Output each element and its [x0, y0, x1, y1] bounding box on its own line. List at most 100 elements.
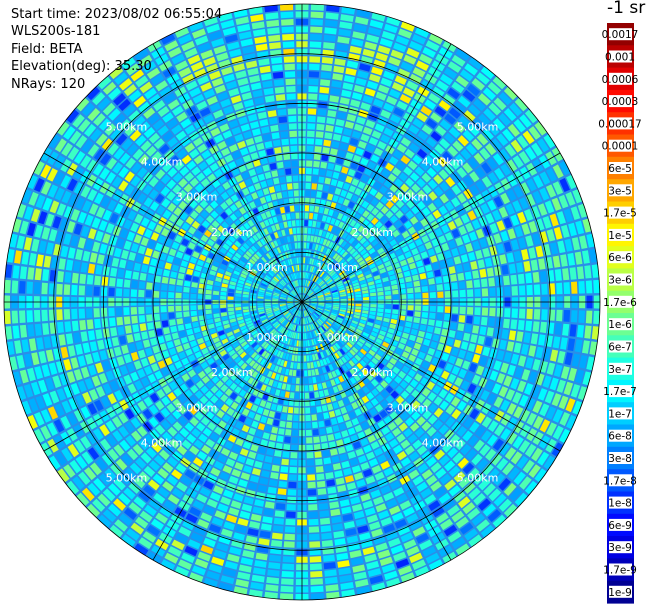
ray-gate [328, 155, 337, 163]
ray-gate [368, 235, 376, 243]
ray-gate [320, 71, 332, 79]
ray-gate [367, 27, 382, 36]
ray-gate [325, 295, 332, 298]
ray-gate [306, 242, 310, 249]
ray-gate [484, 337, 493, 347]
ray-gate [584, 265, 592, 279]
ray-gate [341, 251, 348, 258]
ray-gate [552, 164, 564, 179]
ray-gate [370, 105, 381, 115]
ray-gate [313, 153, 321, 161]
ray-gate [357, 70, 369, 79]
ray-gate [433, 174, 444, 185]
ray-gate [453, 256, 462, 265]
ray-gate [400, 194, 410, 204]
ray-gate [533, 175, 544, 189]
ray-gate [334, 219, 341, 227]
ray-gate [425, 264, 433, 272]
ray-gate [379, 268, 387, 274]
ray-gate [413, 317, 421, 324]
ray-gate [352, 264, 359, 270]
ray-gate [331, 141, 340, 149]
ray-gate [345, 234, 352, 242]
ray-gate [309, 294, 316, 299]
ray-gate [474, 288, 481, 297]
ray-gate [336, 43, 349, 52]
ray-gate [315, 288, 321, 293]
ray-gate [309, 258, 313, 265]
ray-gate [472, 325, 480, 334]
ray-gate [426, 325, 434, 333]
ray-gate [342, 82, 354, 91]
ray-gate [327, 110, 337, 118]
ray-gate [332, 133, 342, 141]
ray-gate [400, 205, 410, 214]
ray-gate [425, 40, 440, 52]
ray-gate [428, 33, 444, 45]
ray-gate [310, 302, 317, 304]
ray-gate [576, 324, 585, 338]
ray-gate [347, 292, 354, 296]
ray-gate [452, 306, 459, 314]
ray-gate [487, 199, 497, 211]
ray-gate [325, 296, 332, 299]
ray-gate [319, 169, 326, 176]
ray-gate [340, 307, 347, 310]
ray-gate [328, 233, 334, 240]
ray-gate [444, 306, 451, 314]
ray-gate [364, 255, 372, 262]
ray-gate [318, 176, 325, 184]
ray-gate [350, 99, 361, 108]
ray-gate [304, 264, 307, 271]
ray-gate [379, 225, 387, 233]
ray-gate [470, 334, 478, 343]
ray-gate [399, 215, 408, 224]
ray-gate [307, 227, 312, 234]
ray-gate [501, 264, 509, 275]
ray-gate [307, 289, 311, 295]
ray-gate [377, 175, 386, 184]
ray-gate [335, 228, 341, 236]
ray-gate [506, 159, 518, 172]
ray-gate [439, 260, 447, 268]
ray-gate [459, 69, 474, 82]
ray-gate [451, 314, 458, 322]
ray-gate [430, 255, 438, 263]
ray-gate [344, 121, 355, 129]
ray-gate [352, 282, 360, 287]
ray-gate [375, 211, 384, 220]
ray-gate [370, 307, 377, 312]
ray-gate [360, 174, 369, 183]
ray-gate [403, 270, 411, 277]
ray-gate [385, 63, 398, 74]
ray-gate [503, 318, 510, 329]
ray-gate [458, 245, 467, 255]
ray-gate [427, 202, 437, 212]
ray-gate [448, 107, 461, 119]
ray-gate [319, 281, 325, 287]
ray-gate [537, 138, 550, 153]
colorbar-unit: -1 sr [607, 0, 646, 18]
ray-gate [341, 240, 348, 248]
ray-gate [350, 161, 359, 170]
ray-gate [451, 282, 458, 290]
ray-gate [489, 245, 498, 256]
ray-gate [331, 234, 338, 242]
ray-gate [441, 328, 449, 337]
ray-gate [318, 229, 323, 237]
ray-gate [353, 222, 361, 230]
ray-gate [347, 295, 354, 299]
ray-gate [332, 171, 340, 179]
ray-gate [342, 232, 349, 240]
ray-gate [313, 259, 317, 266]
ray-gate [332, 307, 339, 311]
colorbar-tick: 1e-7 [608, 408, 632, 420]
ray-gate [303, 299, 309, 302]
ray-gate [499, 339, 507, 350]
ray-gate [309, 63, 320, 71]
ray-gate [468, 57, 483, 70]
ray-gate [389, 215, 398, 224]
ray-gate [377, 295, 384, 300]
ray-gate [365, 119, 376, 129]
ray-gate [400, 137, 411, 147]
